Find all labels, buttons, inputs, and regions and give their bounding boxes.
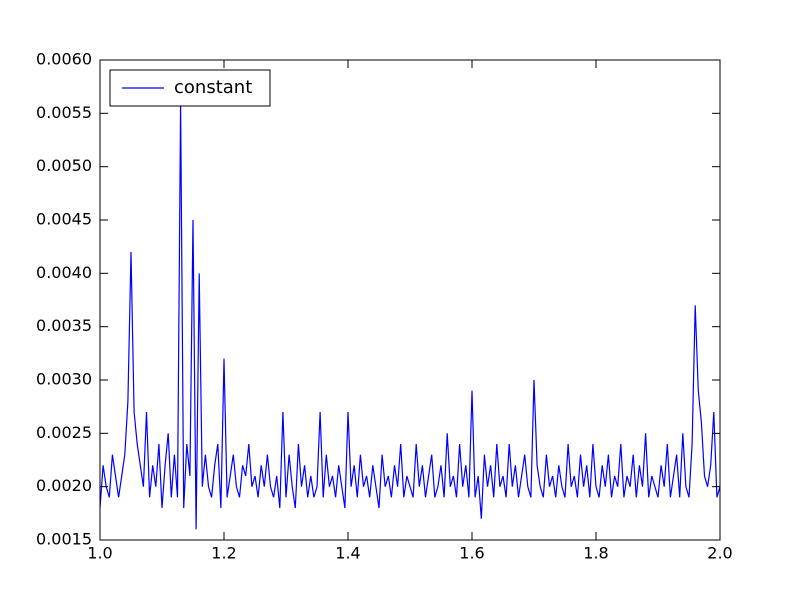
x-tick-label: 1.0 xyxy=(87,544,112,563)
y-tick-label: 0.0045 xyxy=(36,210,92,229)
y-tick-label: 0.0015 xyxy=(36,530,92,549)
x-tick-label: 2.0 xyxy=(707,544,732,563)
y-tick-label: 0.0020 xyxy=(36,476,92,495)
y-tick-label: 0.0060 xyxy=(36,50,92,69)
x-tick-label: 1.8 xyxy=(583,544,608,563)
legend-label: constant xyxy=(174,77,252,98)
y-tick-label: 0.0055 xyxy=(36,103,92,122)
x-tick-label: 1.4 xyxy=(335,544,360,563)
y-tick-label: 0.0035 xyxy=(36,316,92,335)
x-tick-label: 1.2 xyxy=(211,544,236,563)
y-tick-label: 0.0030 xyxy=(36,370,92,389)
plot-frame xyxy=(99,59,721,541)
data-line xyxy=(100,102,720,530)
y-tick-label: 0.0050 xyxy=(36,156,92,175)
x-tick-label: 1.6 xyxy=(459,544,484,563)
y-tick-label: 0.0040 xyxy=(36,263,92,282)
y-tick-label: 0.0025 xyxy=(36,423,92,442)
